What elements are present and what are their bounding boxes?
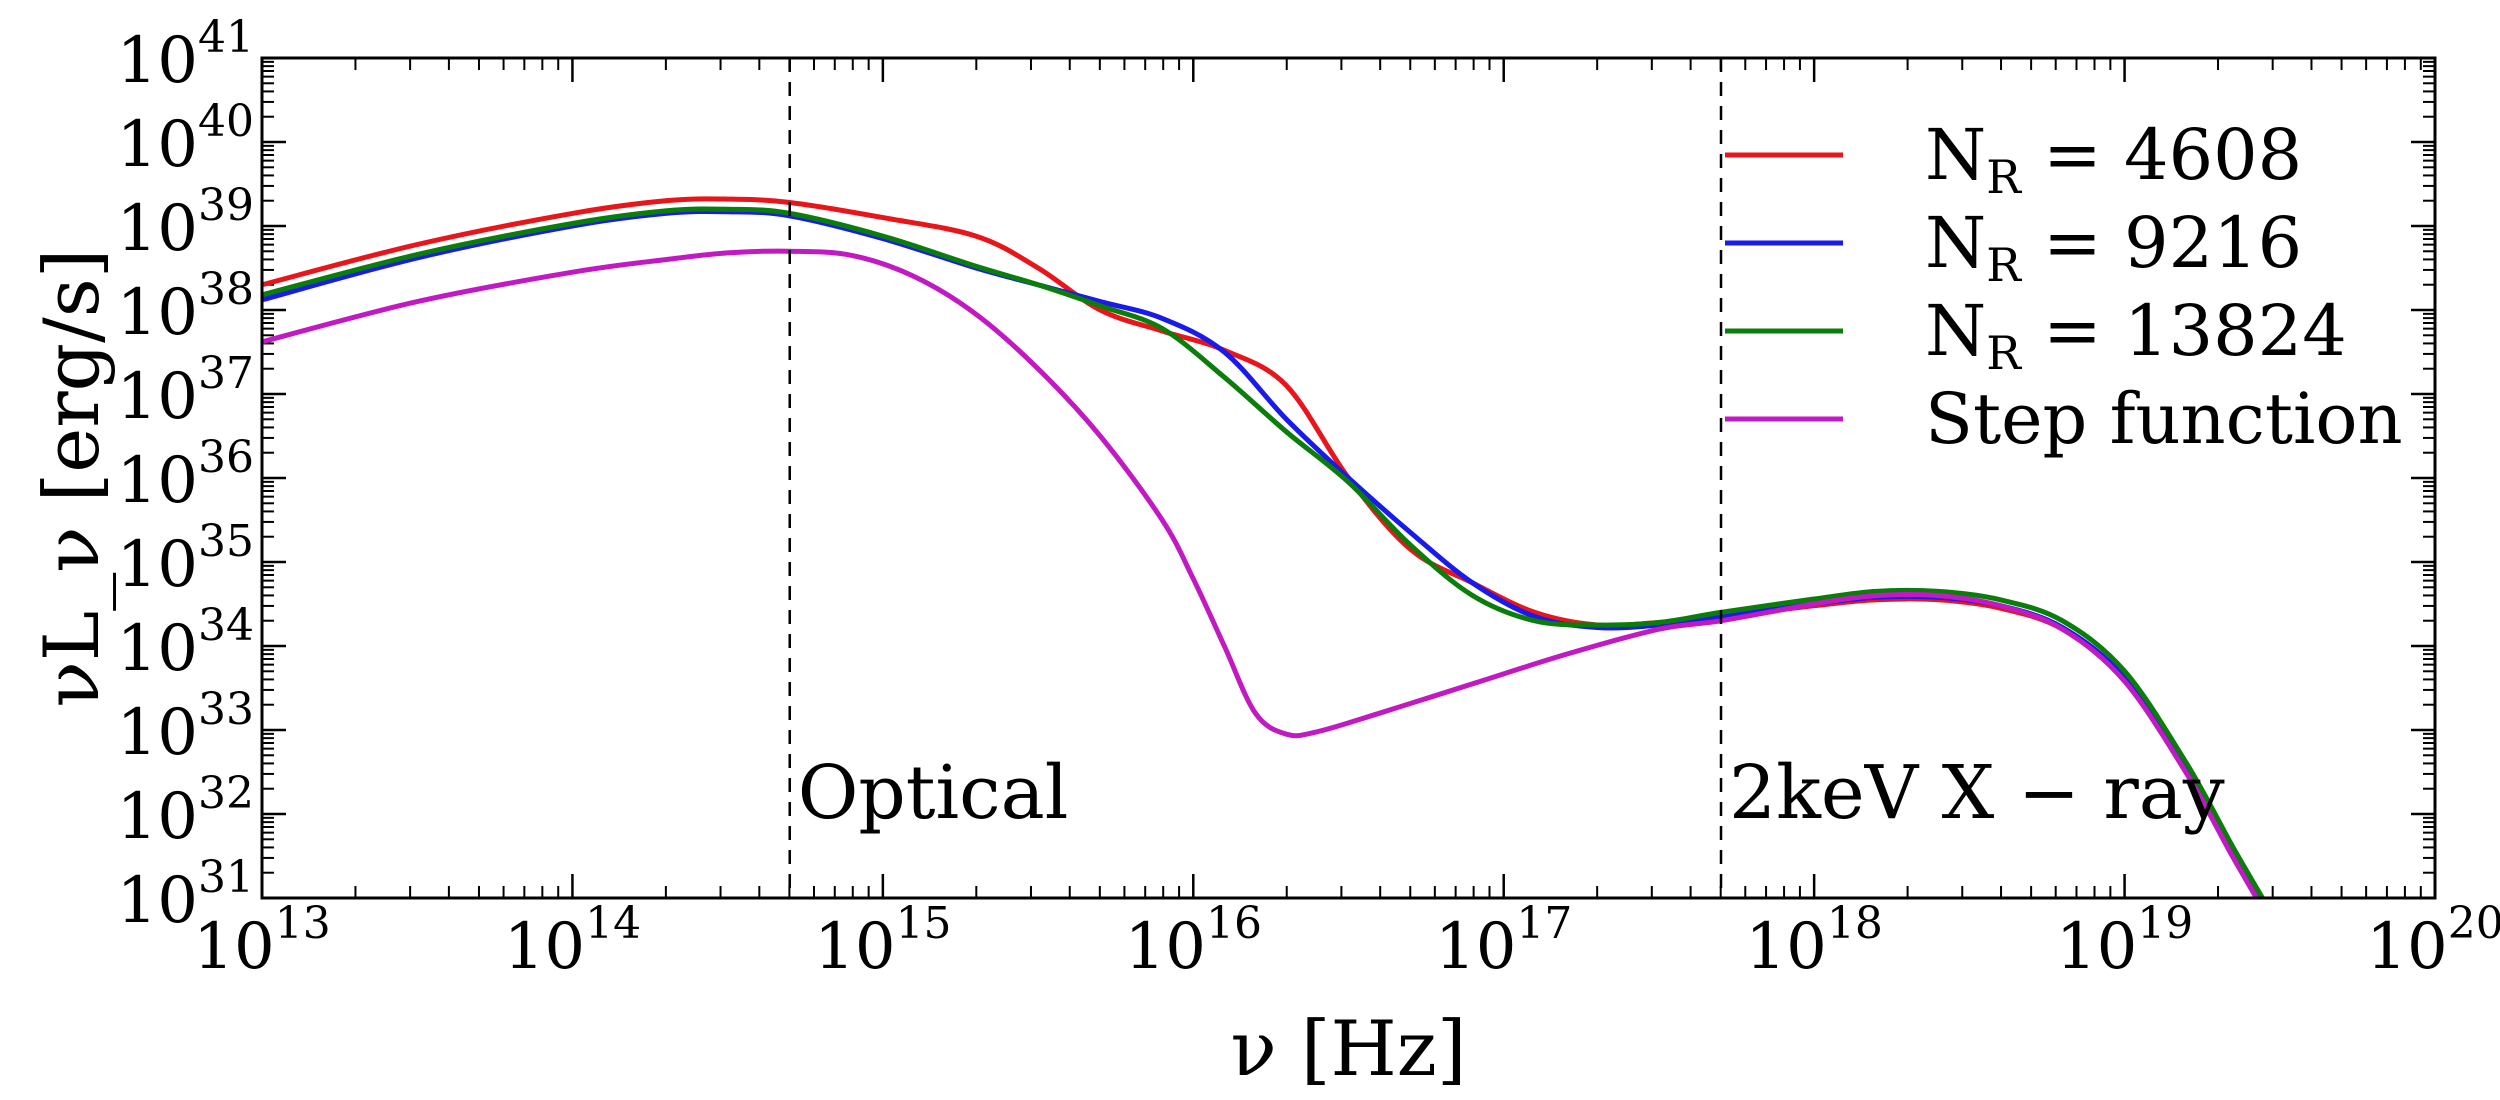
series-line-3 bbox=[262, 248, 2260, 898]
y-tick-label: 1035 bbox=[117, 516, 254, 602]
tick-marks bbox=[260, 56, 2437, 900]
x-tick-label: 1014 bbox=[504, 898, 641, 984]
y-axis-label: νL_ν [erg/s] bbox=[27, 249, 116, 708]
y-tick-label: 1041 bbox=[117, 12, 254, 98]
y-tick-label: 1037 bbox=[117, 348, 254, 434]
legend-label-3: Step function bbox=[1925, 378, 2403, 460]
y-tick-label: 1038 bbox=[117, 264, 254, 350]
x-axis-label: ν [Hz] bbox=[1231, 1004, 1467, 1093]
legend-label-2: NR = 13824 bbox=[1925, 290, 2347, 380]
vline-label-0: Optical bbox=[798, 750, 1069, 836]
y-tick-label: 1039 bbox=[117, 180, 254, 266]
y-tick-label: 1031 bbox=[117, 852, 254, 938]
y-tick-label: 1032 bbox=[117, 768, 254, 854]
x-tick-labels: 1013 1014 1015 1016 1017 1018 1019 1020 bbox=[193, 898, 2500, 984]
legend-label-0: NR = 4608 bbox=[1925, 114, 2302, 204]
y-tick-label: 1034 bbox=[117, 600, 254, 686]
x-tick-label: 1019 bbox=[2056, 898, 2193, 984]
y-tick-label: 1036 bbox=[117, 432, 254, 518]
y-tick-labels: 1031103210331034103510361037103810391040… bbox=[117, 12, 254, 938]
x-tick-label: 1020 bbox=[2366, 898, 2500, 984]
data-series bbox=[262, 196, 2266, 898]
plot-frame bbox=[260, 56, 2437, 900]
x-tick-label: 1016 bbox=[1125, 898, 1262, 984]
y-tick-label: 1040 bbox=[117, 96, 254, 182]
vline-label-1: 2keV X − ray bbox=[1729, 750, 2225, 836]
reference-lines: Optical 2keV X − ray bbox=[788, 58, 2225, 898]
x-tick-label: 1017 bbox=[1435, 898, 1572, 984]
legend-label-1: NR = 9216 bbox=[1925, 202, 2302, 292]
y-tick-label: 1033 bbox=[117, 684, 254, 770]
series-line-2 bbox=[262, 206, 2266, 898]
x-tick-label: 1018 bbox=[1745, 898, 1882, 984]
x-tick-label: 1015 bbox=[814, 898, 951, 984]
x-tick-label: 1013 bbox=[193, 898, 330, 984]
